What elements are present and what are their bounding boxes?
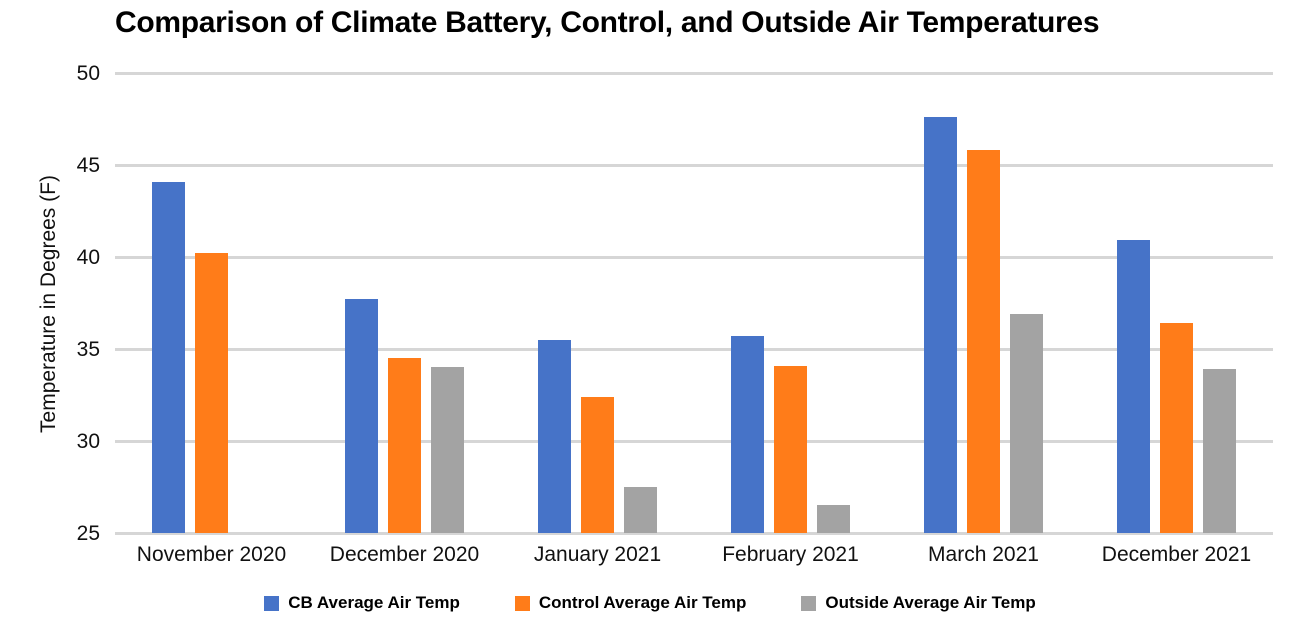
bar-control-average-air-temp (774, 365, 807, 533)
bar-cb-average-air-temp (152, 181, 186, 533)
gridline (115, 439, 1273, 443)
y-tick-label: 45 (76, 153, 100, 177)
y-tick-label: 40 (76, 245, 100, 269)
legend-item-outside-average-air-temp: Outside Average Air Temp (801, 593, 1036, 613)
bar-control-average-air-temp (1160, 323, 1193, 533)
bar-control-average-air-temp (388, 358, 421, 533)
legend-item-cb-average-air-temp: CB Average Air Temp (264, 593, 460, 613)
y-tick-label: 30 (76, 429, 100, 453)
bar-cb-average-air-temp (1117, 240, 1151, 533)
y-tick-label: 35 (76, 337, 100, 361)
bar-control-average-air-temp (581, 396, 614, 533)
gridline (115, 347, 1273, 351)
bar-outside-average-air-temp (1009, 314, 1043, 533)
x-axis-label: January 2021 (533, 543, 662, 566)
legend-swatch-icon (514, 595, 530, 611)
bar-outside-average-air-temp (816, 505, 850, 533)
y-tick-label: 25 (76, 521, 100, 545)
x-axis-label: November 2020 (136, 543, 287, 566)
x-axis-label: December 2020 (329, 543, 480, 566)
gridline (115, 163, 1273, 167)
bar-control-average-air-temp (967, 150, 1000, 533)
x-axis-label: December 2021 (1101, 543, 1252, 566)
legend-label: CB Average Air Temp (288, 593, 460, 612)
chart-title: Comparison of Climate Battery, Control, … (115, 6, 1100, 39)
bar-outside-average-air-temp (1202, 369, 1236, 533)
bar-control-average-air-temp (195, 253, 228, 533)
legend: CB Average Air Temp Control Average Air T… (0, 593, 1300, 613)
bar-cb-average-air-temp (345, 299, 379, 533)
x-axis-label: February 2021 (722, 543, 859, 566)
bar-outside-average-air-temp (430, 367, 464, 533)
legend-label: Control Average Air Temp (538, 593, 747, 612)
gridline (115, 531, 1273, 535)
legend-swatch-icon (264, 595, 280, 611)
gridline (115, 71, 1273, 75)
bar-outside-average-air-temp (623, 487, 657, 533)
x-axis-label: March 2021 (928, 543, 1039, 566)
legend-swatch-icon (801, 595, 817, 611)
y-tick-label: 50 (76, 61, 100, 85)
bar-cb-average-air-temp (538, 339, 572, 533)
gridline (115, 255, 1273, 259)
bar-cb-average-air-temp (731, 336, 765, 533)
legend-label: Outside Average Air Temp (825, 593, 1036, 612)
bar-cb-average-air-temp (924, 117, 958, 533)
legend-item-control-average-air-temp: Control Average Air Temp (514, 593, 747, 613)
